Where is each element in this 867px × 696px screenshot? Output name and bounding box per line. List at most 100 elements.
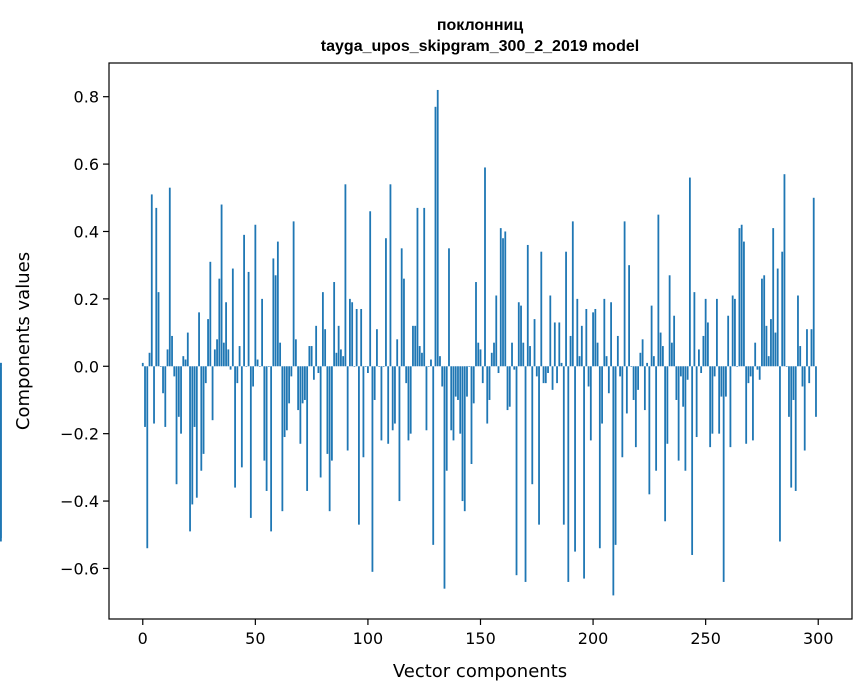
bar: [799, 346, 802, 367]
bar: [360, 308, 363, 367]
bar: [423, 207, 426, 367]
bar: [252, 366, 254, 387]
bar: [508, 366, 511, 407]
bar: [355, 308, 358, 367]
bar: [720, 366, 723, 397]
bar: [461, 366, 464, 502]
bar: [779, 366, 781, 542]
bar: [371, 366, 374, 572]
bar: [324, 329, 327, 367]
bar: [247, 271, 250, 367]
bar: [538, 366, 540, 525]
bar: [177, 366, 180, 417]
bar: [459, 366, 462, 434]
bar: [405, 366, 408, 384]
bar: [146, 366, 149, 549]
x-tick-label: 250: [690, 629, 721, 648]
bar: [258, 366, 261, 367]
bar: [801, 366, 804, 387]
bar: [621, 366, 624, 458]
bar: [335, 352, 338, 367]
bar: [398, 366, 401, 502]
bar: [765, 325, 768, 367]
bar: [776, 268, 779, 367]
bar: [493, 342, 495, 367]
bar: [628, 265, 630, 367]
bar: [587, 366, 590, 387]
bar: [736, 366, 739, 367]
bar: [607, 366, 610, 394]
bar: [502, 238, 504, 367]
bar: [421, 352, 423, 367]
y-tick-label: 0.8: [74, 88, 99, 107]
bar: [716, 298, 718, 367]
bar: [770, 319, 772, 367]
bar: [378, 366, 381, 367]
bar: [520, 305, 522, 367]
bar: [688, 177, 691, 367]
bar: [569, 335, 572, 367]
bar: [457, 366, 459, 400]
bar: [470, 366, 473, 464]
bar: [166, 349, 169, 367]
bar: [679, 366, 682, 377]
bar: [315, 325, 318, 367]
bar: [772, 228, 775, 367]
bar: [301, 366, 304, 404]
bar: [441, 366, 444, 387]
bar: [427, 366, 430, 367]
bar: [472, 366, 475, 404]
y-tick-label: 0.0: [74, 357, 99, 376]
bar: [362, 366, 365, 458]
bar: [558, 322, 561, 367]
bar: [463, 366, 466, 512]
bar: [450, 366, 453, 431]
bar: [637, 366, 640, 390]
y-axis-ticks: −0.6 −0.4 −0.2 0.0 0.2 0.4 0.6 0.8: [60, 88, 109, 578]
bar: [216, 339, 218, 367]
bar: [619, 366, 621, 377]
bar: [283, 366, 286, 438]
bar: [580, 325, 583, 367]
bar: [157, 292, 160, 367]
bar: [785, 366, 788, 367]
bar: [222, 342, 225, 367]
bar: [763, 275, 766, 367]
bar: [182, 356, 185, 367]
bar: [436, 89, 439, 367]
bar: [432, 366, 435, 545]
bar: [794, 366, 797, 491]
bar: [189, 366, 191, 532]
bar: [718, 366, 721, 434]
y-tick-label: −0.2: [60, 425, 99, 444]
bar: [625, 366, 628, 414]
bar: [418, 346, 421, 367]
bar: [713, 366, 716, 377]
bar: [452, 366, 455, 441]
bar: [317, 366, 320, 374]
bar: [673, 315, 676, 367]
bar: [797, 295, 799, 367]
bar: [616, 335, 619, 367]
bar: [249, 366, 252, 518]
bar: [691, 366, 694, 555]
bar: [682, 366, 685, 407]
bar: [263, 366, 266, 461]
bar: [0, 362, 2, 367]
bar: [209, 261, 212, 367]
bar: [243, 234, 245, 367]
bar: [506, 366, 509, 411]
x-tick-label: 50: [245, 629, 265, 648]
bar: [749, 366, 752, 377]
bar: [643, 366, 646, 411]
bar: [353, 366, 356, 367]
bar: [677, 366, 680, 461]
bar: [207, 319, 209, 367]
bar: [358, 366, 360, 525]
bar: [272, 258, 275, 367]
bar: [693, 292, 696, 367]
bar: [391, 366, 394, 431]
bar: [605, 356, 608, 367]
bar: [425, 366, 428, 431]
bar: [517, 302, 520, 367]
